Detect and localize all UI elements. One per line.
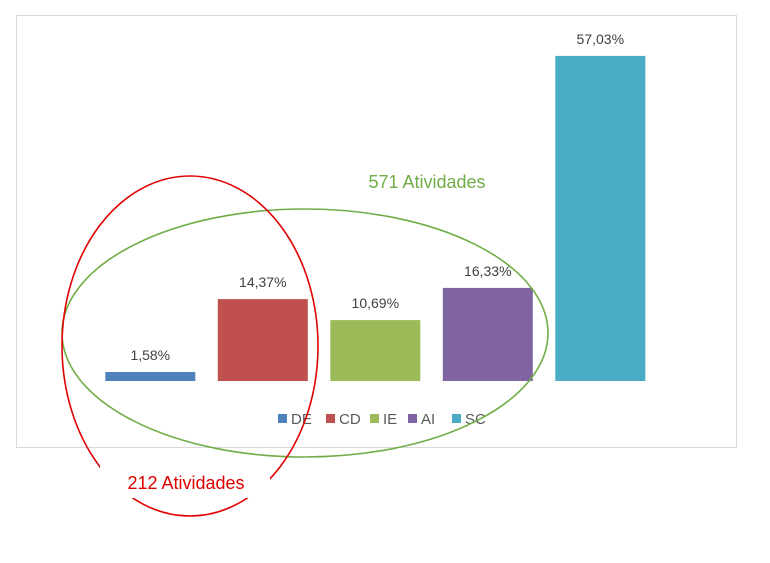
legend-label-ai: AI bbox=[421, 411, 435, 428]
bar-sc bbox=[555, 55, 646, 382]
data-label-ai: 16,33% bbox=[464, 263, 511, 279]
red-annotation-ellipse bbox=[61, 175, 319, 517]
bar-ie bbox=[330, 320, 421, 381]
bar-cd bbox=[217, 299, 308, 381]
legend-label-ie: IE bbox=[383, 411, 397, 428]
legend-swatch-de bbox=[278, 414, 287, 423]
data-label-sc: 57,03% bbox=[577, 31, 624, 47]
legend-swatch-ie bbox=[370, 414, 379, 423]
legend-label-cd: CD bbox=[339, 411, 361, 428]
bar-ai bbox=[442, 287, 533, 381]
data-labels-group: 1,58% 14,37% 10,69% 16,33% 57,03% bbox=[130, 31, 624, 363]
green-annotation-label: 571 Atividades bbox=[368, 172, 485, 192]
data-label-cd: 14,37% bbox=[239, 274, 286, 290]
legend-swatch-cd bbox=[326, 414, 335, 423]
legend-label-de: DE bbox=[291, 411, 312, 428]
legend-swatch-sc bbox=[452, 414, 461, 423]
legend-swatch-ai bbox=[408, 414, 417, 423]
red-label-background bbox=[100, 466, 270, 498]
bars-group bbox=[105, 55, 646, 382]
data-label-de: 1,58% bbox=[130, 347, 170, 363]
bar-de bbox=[105, 372, 196, 381]
data-label-ie: 10,69% bbox=[352, 295, 399, 311]
red-annotation-label: 212 Atividades bbox=[127, 473, 244, 493]
